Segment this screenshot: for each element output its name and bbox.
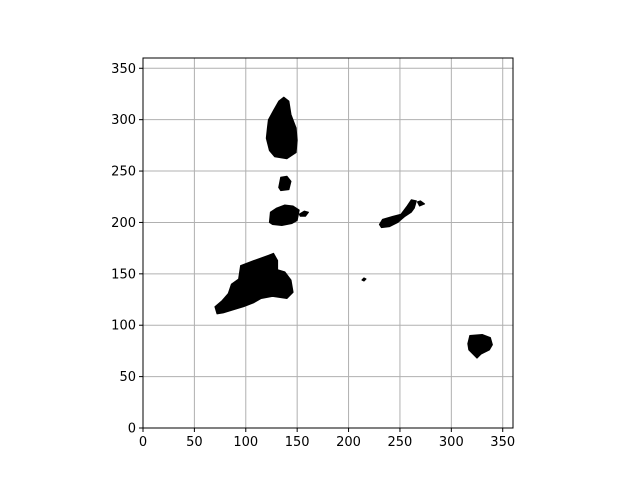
y-tick-label-6: 300	[111, 113, 136, 128]
x-tick-label-7: 350	[490, 435, 515, 450]
plot-axes: 0 50 100 150 200 250 300 350 0 50 100 150 200 250 300 3…	[111, 57, 515, 450]
region-middle-blob	[268, 204, 300, 226]
y-tick-label-3: 150	[111, 267, 136, 282]
plot-frame	[142, 57, 514, 429]
x-tick-label-0: 0	[139, 435, 147, 450]
x-tick-label-5: 250	[388, 435, 413, 450]
y-tick-label-7: 350	[111, 62, 136, 77]
y-tick-label-4: 200	[111, 216, 136, 231]
x-tick-label-6: 300	[439, 435, 464, 450]
region-middle-blob-tail	[298, 210, 309, 217]
region-right-blob	[378, 199, 417, 229]
x-tick-label-2: 100	[233, 435, 258, 450]
region-upper-blob	[265, 96, 298, 160]
x-tick-label-4: 200	[336, 435, 361, 450]
x-tick-label-1: 50	[186, 435, 203, 450]
y-tick-label-1: 50	[119, 370, 136, 385]
region-small-blob	[278, 175, 292, 192]
region-lower-right-blob	[467, 334, 493, 359]
region-lower-left-blob	[214, 252, 294, 315]
x-tick-label-3: 150	[285, 435, 310, 450]
y-tick-label-2: 100	[111, 319, 136, 334]
y-tick-label-0: 0	[128, 422, 136, 437]
plot-area	[143, 58, 513, 428]
region-speck	[361, 277, 367, 282]
y-tick-label-5: 250	[111, 165, 136, 180]
region-right-blob-tail	[416, 200, 426, 207]
